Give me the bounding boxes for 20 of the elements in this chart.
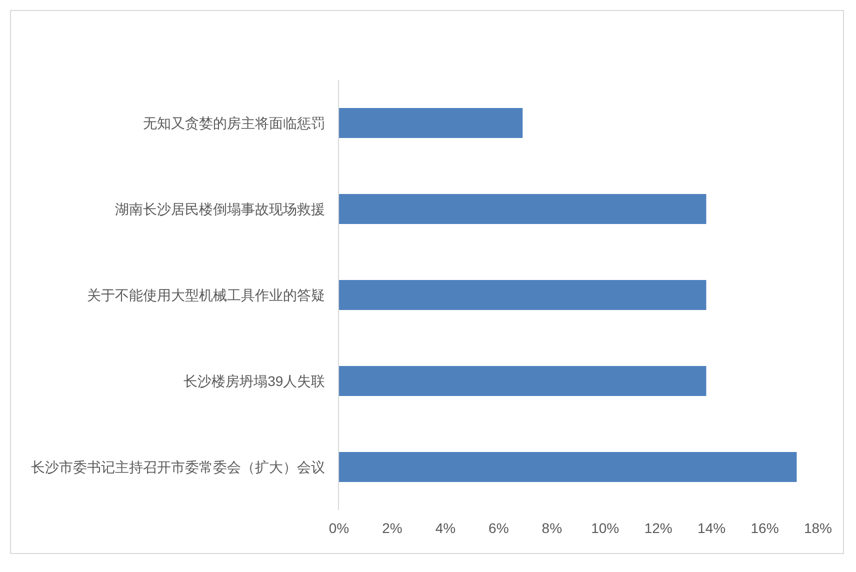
x-tick-label: 4%: [435, 520, 456, 536]
y-tick-label: 无知又贪婪的房主将面临惩罚: [143, 114, 326, 131]
x-tick-label: 10%: [591, 520, 620, 536]
y-tick-label: 关于不能使用大型机械工具作业的答疑: [87, 286, 326, 303]
y-tick-label: 长沙楼房坍塌39人失联: [184, 372, 326, 389]
bar: [339, 108, 523, 138]
y-tick-label: 长沙市委书记主持召开市委常委会（扩大）会议: [31, 458, 326, 475]
y-tick-label: 湖南长沙居民楼倒塌事故现场救援: [115, 200, 326, 217]
x-tick-label: 0%: [328, 520, 350, 536]
x-tick-label: 8%: [542, 520, 562, 536]
bar: [339, 452, 797, 482]
bar: [339, 280, 706, 310]
bar: [339, 194, 706, 224]
x-tick-label: 14%: [698, 520, 726, 536]
x-tick-label: 18%: [804, 520, 832, 536]
bar: [339, 366, 706, 396]
x-tick-label: 6%: [488, 520, 509, 536]
x-tick-label: 2%: [382, 520, 402, 536]
x-tick-label: 12%: [644, 520, 672, 536]
x-tick-label: 16%: [750, 520, 779, 536]
